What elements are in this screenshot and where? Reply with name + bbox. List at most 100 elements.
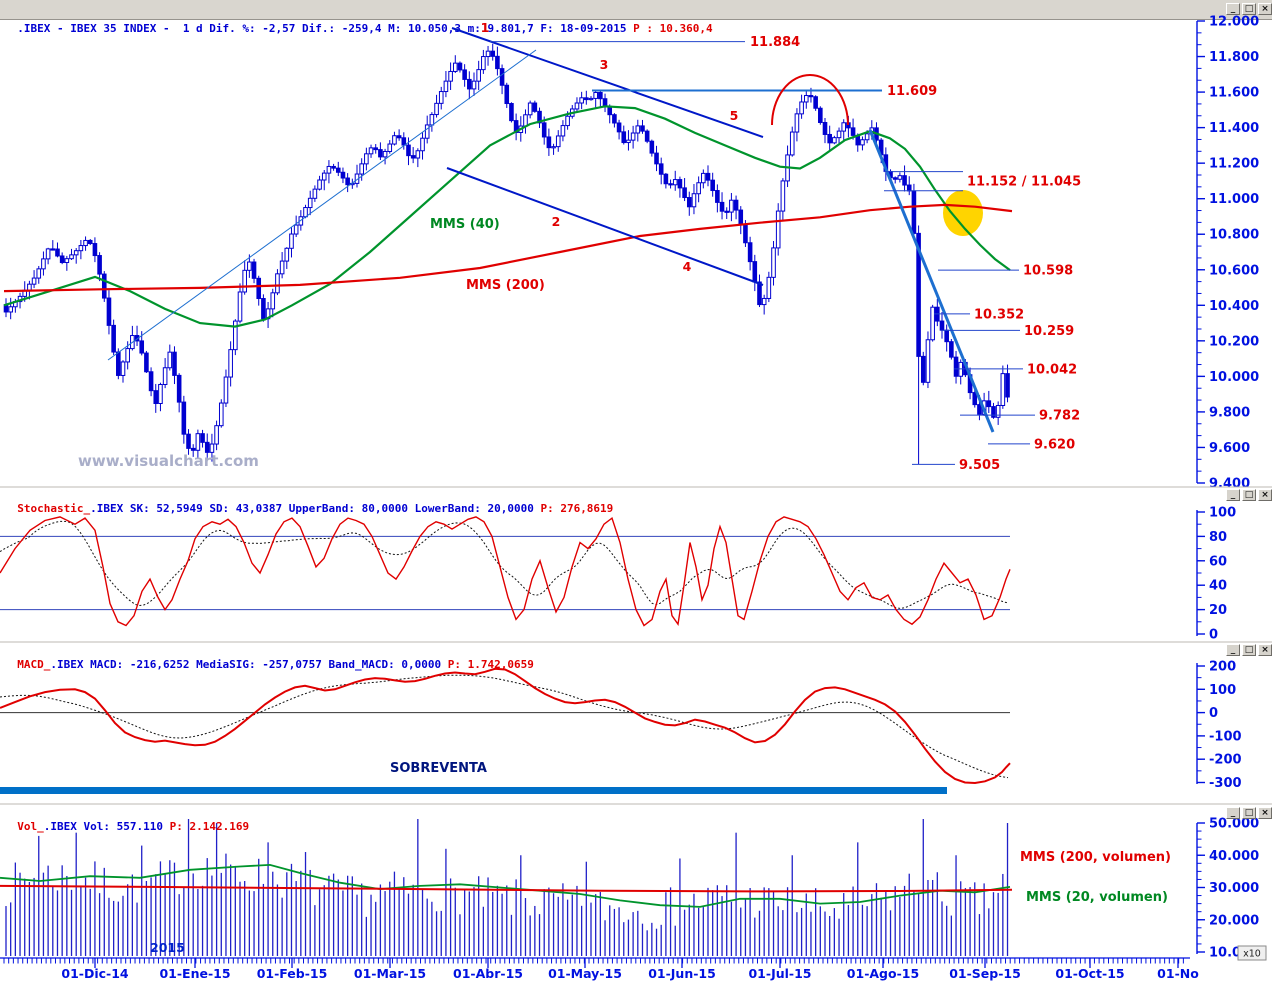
- maximize-button[interactable]: □: [1242, 807, 1256, 819]
- wave-number-label: 5: [730, 108, 739, 123]
- uptrend-thin-trendline: [107, 49, 537, 361]
- y-tick-label: 11.000: [1209, 192, 1259, 207]
- volume-ma-label: MMS (200, volumen): [1020, 850, 1171, 865]
- y-tick-label: 0: [1209, 706, 1218, 721]
- volume-header: Vol_.IBEX Vol: 557.110 P: 2.142.169: [4, 807, 249, 833]
- macd-panel: SOBREVENTA: [0, 667, 1011, 794]
- macd-header: MACD_.IBEX MACD: -216,6252 MediaSIG: -25…: [4, 645, 534, 671]
- x-tick-label: 01-Jul-15: [748, 966, 811, 981]
- price-level-label: 10.598: [1023, 264, 1073, 279]
- close-button[interactable]: ×: [1258, 3, 1272, 15]
- minimize-button[interactable]: _: [1226, 3, 1240, 15]
- price-window-controls: _ □ ×: [1224, 3, 1272, 15]
- price-level-label: 10.352: [974, 307, 1024, 322]
- y-tick-label: 100: [1209, 683, 1236, 698]
- y-tick-label: 100: [1209, 506, 1236, 521]
- minimize-button[interactable]: _: [1226, 644, 1240, 656]
- maximize-button[interactable]: □: [1242, 3, 1256, 15]
- y-tick-label: 9.800: [1209, 405, 1250, 420]
- stochastic-panel: [0, 516, 1011, 627]
- y-tick-label: 10.000: [1209, 370, 1259, 385]
- stochastic-name: Stochastic_: [17, 502, 91, 515]
- y-tick-label: 11.400: [1209, 121, 1259, 136]
- y-tick-label: 200: [1209, 660, 1236, 675]
- ma-label: MMS (40): [430, 217, 500, 232]
- right-axis-gutter: 12.000 11.800 11.600 11.400 11.200 11.000 10.8…: [1196, 15, 1267, 961]
- y-tick-label: 20: [1209, 603, 1227, 618]
- stochastic-header: Stochastic_.IBEX SK: 52,5949 SD: 43,0387…: [4, 489, 613, 515]
- y-tick-label: 9.400: [1209, 476, 1250, 491]
- x-tick-label: 01-Ene-15: [159, 966, 230, 981]
- mms40-line: [3, 105, 1011, 328]
- y-tick-label: 11.600: [1209, 86, 1259, 101]
- y-tick-label: 30.000: [1209, 881, 1259, 896]
- volume-values: .IBEX Vol: 557.110: [43, 820, 170, 833]
- volume-p-value: P: 2.142.169: [169, 820, 250, 833]
- volume-ma-label: MMS (20, volumen): [1026, 890, 1168, 905]
- y-tick-label: 11.200: [1209, 157, 1259, 172]
- downtrend-main-trendline: [451, 27, 764, 138]
- y-tick-label: 10.200: [1209, 334, 1259, 349]
- price-level-label: 9.782: [1039, 409, 1080, 424]
- close-button[interactable]: ×: [1258, 644, 1272, 656]
- close-button[interactable]: ×: [1258, 807, 1272, 819]
- watermark: www.visualchart.com: [78, 452, 259, 470]
- scale-multiplier-badge: x10: [1237, 945, 1267, 961]
- price-level-label: 9.620: [1034, 437, 1075, 452]
- downtrend-steep-trendline: [868, 129, 995, 433]
- x-tick-label: 01-Dic-14: [61, 966, 129, 981]
- y-tick-label: 50.000: [1209, 817, 1259, 832]
- maximize-button[interactable]: □: [1242, 644, 1256, 656]
- macd-line: [0, 667, 1011, 785]
- stochastic-sd-line: [0, 520, 1009, 609]
- stochastic-sk-line: [0, 516, 1011, 627]
- y-tick-label: 40: [1209, 579, 1227, 594]
- close-button[interactable]: ×: [1258, 489, 1272, 501]
- mms200-line: [3, 203, 1013, 293]
- price-level-label: 9.505: [959, 458, 1000, 473]
- year-label: 2015: [150, 940, 185, 955]
- wave-number-label: 1: [481, 20, 490, 35]
- x-axis: 01-Dic-14 01-Ene-15 01-Feb-15 01-Mar-15 01-A…: [0, 940, 1199, 981]
- price-level-label: 11.884: [750, 35, 800, 50]
- minimize-button[interactable]: _: [1226, 489, 1240, 501]
- macd-window-controls: _ □ ×: [1224, 644, 1272, 656]
- maximize-button[interactable]: □: [1242, 489, 1256, 501]
- minimize-button[interactable]: _: [1226, 807, 1240, 819]
- price-level-label: 10.042: [1027, 362, 1077, 377]
- y-tick-label: 80: [1209, 530, 1227, 545]
- stochastic-values: .IBEX SK: 52,5949 SD: 43,0387 UpperBand:…: [90, 502, 541, 515]
- macd-p-value: P: 1.742,0659: [447, 658, 534, 671]
- y-tick-label: -200: [1209, 753, 1242, 768]
- volume-window-controls: _ □ ×: [1224, 807, 1272, 819]
- volume-mms200-line: [0, 884, 1013, 893]
- macd-values: .IBEX MACD: -216,6252 MediaSIG: -257,075…: [50, 658, 448, 671]
- y-tick-label: 10.600: [1209, 263, 1259, 278]
- x-tick-label: 01-May-15: [548, 966, 622, 981]
- title-price-field: P : 10.360,4: [633, 22, 713, 35]
- x-tick-label: 01-Abr-15: [453, 966, 523, 981]
- volume-name: Vol_: [17, 820, 44, 833]
- y-tick-label: 20.000: [1209, 913, 1259, 928]
- price-level-label: 11.609: [887, 84, 937, 99]
- instrument-title: .IBEX - IBEX 35 INDEX - 1 d Dif. %: -2,5…: [17, 22, 634, 35]
- price-level-label: 10.259: [1024, 324, 1074, 339]
- y-tick-label: 9.600: [1209, 441, 1250, 456]
- y-tick-label: -300: [1209, 776, 1242, 791]
- x-tick-label: 01-Ago-15: [847, 966, 919, 981]
- y-tick-label: 10.800: [1209, 228, 1259, 243]
- rounding-top-arc: [771, 74, 849, 126]
- x-tick-label: 01-Jun-15: [648, 966, 716, 981]
- oversold-label: SOBREVENTA: [390, 761, 487, 776]
- channel-lower-trendline: [446, 167, 764, 286]
- macd-signal-line: [0, 674, 1009, 779]
- stochastic-window-controls: _ □ ×: [1224, 489, 1272, 501]
- y-tick-label: 10.400: [1209, 299, 1259, 314]
- x-tick-label: 01-Oct-15: [1055, 966, 1124, 981]
- y-tick-label: 40.000: [1209, 849, 1259, 864]
- volume-panel: MMS (200, volumen) MMS (20, volumen): [0, 819, 1171, 956]
- stochastic-p-value: P: 276,8619: [540, 502, 614, 515]
- wave-number-label: 3: [600, 57, 609, 72]
